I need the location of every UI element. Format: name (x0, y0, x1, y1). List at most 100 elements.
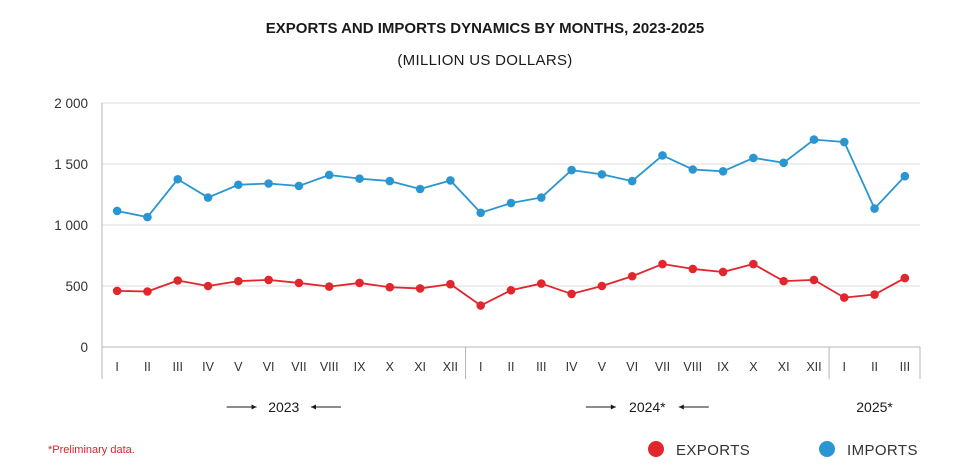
data-point-exports (567, 289, 576, 299)
series-exports (112, 259, 910, 310)
x-tick-label: II (871, 360, 878, 374)
year-label: 2024* (629, 399, 666, 415)
chart-title: EXPORTS AND IMPORTS DYNAMICS BY MONTHS, … (266, 20, 704, 37)
year-arrow-head (251, 404, 257, 410)
data-point-imports (385, 176, 395, 186)
x-tick-label: X (386, 360, 395, 374)
data-point-exports (294, 278, 304, 288)
data-point-exports (324, 282, 334, 291)
data-point-imports (203, 193, 213, 202)
year-arrow-head (310, 404, 316, 410)
x-tick-label: X (749, 360, 758, 374)
x-tick-label: XI (414, 360, 426, 374)
data-point-exports (597, 281, 607, 291)
x-tick-label: I (115, 360, 118, 374)
x-tick-label: III (173, 360, 183, 374)
data-point-imports (324, 170, 334, 180)
x-tick-label: II (144, 360, 151, 374)
data-point-exports (688, 264, 698, 274)
data-point-imports (567, 165, 576, 175)
data-point-imports (718, 167, 728, 176)
x-tick-label: II (508, 360, 515, 374)
data-point-imports (234, 180, 243, 190)
x-tick-label: V (234, 360, 243, 374)
data-point-exports (627, 271, 637, 281)
data-point-exports (234, 276, 243, 286)
data-point-exports (264, 275, 273, 285)
data-point-imports (900, 171, 910, 181)
legend-label: EXPORTS (676, 442, 750, 459)
legend-item-exports: EXPORTS (648, 441, 750, 459)
data-point-exports (779, 276, 788, 286)
data-point-exports (900, 273, 910, 283)
x-tick-label: VII (655, 360, 670, 374)
data-point-exports (203, 281, 213, 291)
x-tick-label: V (598, 360, 607, 374)
data-point-exports (355, 278, 364, 288)
legend-label: IMPORTS (847, 442, 918, 459)
x-tick-label: VIII (683, 360, 702, 374)
data-point-exports (809, 275, 819, 285)
data-point-exports (476, 301, 486, 310)
data-point-imports (143, 212, 152, 222)
footnote: *Preliminary data. (48, 444, 135, 456)
data-point-imports (476, 208, 486, 218)
data-point-imports (658, 151, 667, 160)
data-point-exports (718, 267, 728, 277)
series-imports (112, 135, 910, 222)
data-point-imports (264, 179, 273, 188)
x-tick-label: VI (263, 360, 275, 374)
series-lines (112, 135, 910, 310)
x-tick-label: XII (443, 360, 458, 374)
legend-marker (819, 441, 835, 457)
year-labels: 2023 2024* 2025* (226, 399, 893, 415)
y-tick-label: 500 (65, 279, 88, 294)
x-tick-label: IX (354, 360, 366, 374)
x-tick-label: XII (806, 360, 821, 374)
data-point-imports (112, 206, 122, 216)
data-point-exports (506, 285, 516, 295)
data-point-exports (749, 259, 758, 269)
y-tick-label: 1 500 (54, 157, 88, 172)
y-tick-label: 0 (80, 340, 88, 355)
data-point-imports (415, 184, 425, 194)
data-point-imports (173, 174, 183, 184)
data-point-imports (355, 174, 364, 183)
data-point-imports (627, 176, 637, 186)
x-tick-label: IX (717, 360, 729, 374)
x-tick-label: VIII (320, 360, 339, 374)
legend-item-imports: IMPORTS (819, 441, 918, 459)
legend: EXPORTS IMPORTS (648, 441, 918, 459)
data-point-imports (536, 193, 546, 202)
data-point-exports (658, 259, 667, 269)
x-tick-label: IV (202, 360, 214, 374)
data-point-exports (173, 276, 183, 285)
data-point-imports (688, 165, 698, 174)
data-point-imports (294, 181, 304, 191)
x-tick-label: I (479, 360, 482, 374)
data-point-exports (839, 293, 849, 302)
data-point-imports (779, 158, 788, 168)
x-tick-label: III (900, 360, 910, 374)
year-arrow-head (678, 404, 684, 410)
data-point-exports (415, 284, 425, 293)
data-point-imports (506, 198, 516, 208)
year-arrow-head (610, 404, 616, 410)
data-point-imports (809, 135, 819, 144)
x-tick-label: IV (566, 360, 578, 374)
gridlines (102, 102, 920, 287)
data-point-exports (446, 279, 455, 289)
data-point-imports (597, 170, 607, 179)
x-tick-label: VII (291, 360, 306, 374)
series-line-exports (117, 263, 906, 307)
data-point-imports (870, 204, 879, 213)
year-label: 2025* (856, 399, 893, 415)
data-point-exports (870, 290, 879, 299)
data-point-exports (143, 287, 152, 296)
y-tick-label: 1 000 (54, 218, 88, 233)
year-label: 2023 (268, 399, 299, 415)
chart-subtitle: (MILLION US DOLLARS) (397, 52, 572, 69)
